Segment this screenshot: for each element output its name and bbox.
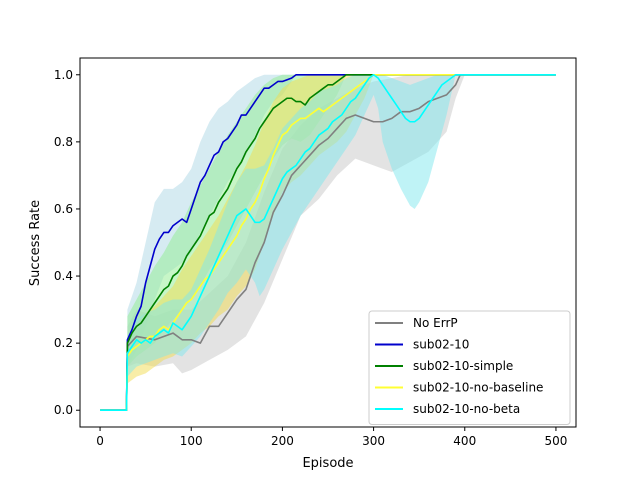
series-line-sub02-10-no-beta (100, 73, 556, 412)
y-tick-label: 0.0 (54, 403, 73, 417)
legend-item: sub02-10-no-beta (375, 402, 520, 416)
legend-label: No ErrP (413, 316, 458, 330)
series-line-no-errp (100, 73, 556, 412)
y-axis-label: Success Rate (28, 200, 43, 286)
series-line-sub02-10 (100, 73, 556, 412)
series-lines (100, 73, 556, 412)
legend-box (368, 310, 571, 425)
legend-item: sub02-10 (375, 338, 469, 352)
legend: No ErrP sub02-10 sub02-10-simple sub02-10-n… (368, 310, 571, 425)
legend-item: sub02-10-no-baseline (375, 381, 543, 395)
legend-label: sub02-10-simple (413, 359, 513, 373)
band-sub02-10-no-beta (127, 74, 456, 377)
y-tick-label: 0.6 (54, 202, 73, 216)
y-axis: 0.0 0.2 0.4 0.6 0.8 1.0 (54, 68, 80, 417)
x-tick-label: 200 (271, 434, 294, 448)
y-tick-label: 1.0 (54, 68, 73, 82)
series-line-sub02-10-no-baseline (100, 73, 556, 412)
x-tick-label: 100 (180, 434, 203, 448)
y-tick-label: 0.4 (54, 269, 73, 283)
legend-label: sub02-10-no-baseline (413, 381, 543, 395)
y-tick-label: 0.2 (54, 336, 73, 350)
x-tick-label: 500 (544, 434, 567, 448)
y-tick-label: 0.8 (54, 135, 73, 149)
x-tick-label: 0 (96, 434, 104, 448)
x-axis-label: Episode (302, 456, 353, 471)
series-line-sub02-10-simple (100, 73, 556, 412)
x-tick-label: 400 (453, 434, 476, 448)
legend-item: sub02-10-simple (375, 359, 513, 373)
plot-frame (79, 57, 577, 428)
band-sub02-10 (127, 74, 297, 367)
x-axis: 0 100 200 300 400 500 (96, 427, 567, 448)
x-tick-label: 300 (362, 434, 385, 448)
legend-item: No ErrP (375, 316, 458, 330)
legend-label: sub02-10-no-beta (413, 402, 520, 416)
legend-label: sub02-10 (413, 338, 469, 352)
